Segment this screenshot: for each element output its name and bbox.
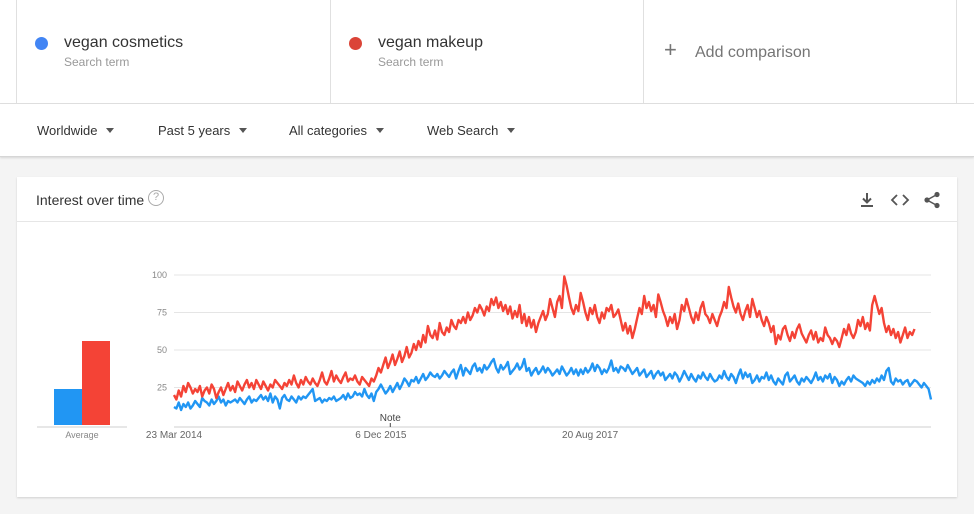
- y-tick-label: 100: [152, 270, 167, 280]
- series-color-dot: [349, 37, 362, 50]
- chart-grid: 100 75 50 25: [152, 270, 931, 428]
- region-value: Worldwide: [37, 123, 98, 138]
- term-card-vegan-cosmetics[interactable]: vegan cosmetics Search term: [16, 0, 330, 103]
- x-axis-labels: 23 Mar 2014 6 Dec 2015 20 Aug 2017 Note: [146, 413, 619, 441]
- chevron-down-icon: [239, 128, 248, 133]
- card-header: Interest over time ?: [17, 177, 957, 222]
- share-icon[interactable]: [922, 190, 942, 210]
- x-tick-label: 20 Aug 2017: [562, 430, 619, 441]
- search-terms-bar: vegan cosmetics Search term vegan makeup…: [0, 0, 974, 104]
- term-type: Search term: [378, 55, 444, 69]
- time-range-dropdown[interactable]: Past 5 years: [158, 123, 248, 138]
- average-bar-vegan-makeup: [82, 341, 110, 425]
- chevron-down-icon: [106, 128, 115, 133]
- average-bar-vegan-cosmetics: [54, 389, 82, 425]
- series-color-dot: [35, 37, 48, 50]
- search-property-value: Web Search: [427, 123, 499, 138]
- chevron-down-icon: [376, 128, 385, 133]
- plus-icon[interactable]: +: [664, 37, 677, 62]
- help-icon[interactable]: ?: [148, 190, 164, 206]
- category-value: All categories: [289, 123, 368, 138]
- search-property-dropdown[interactable]: Web Search: [427, 123, 516, 138]
- filter-bar: Worldwide Past 5 years All categories We…: [0, 104, 974, 157]
- time-range-value: Past 5 years: [158, 123, 231, 138]
- series-lines: [172, 275, 933, 412]
- category-dropdown[interactable]: All categories: [289, 123, 385, 138]
- term-type: Search term: [64, 55, 130, 69]
- embed-icon[interactable]: [890, 190, 910, 210]
- term-name[interactable]: vegan makeup: [378, 34, 483, 51]
- term-name[interactable]: vegan cosmetics: [64, 34, 184, 51]
- interest-over-time-card: Interest over time ? Average 100 75 50 25 2…: [17, 177, 957, 497]
- note-annotation[interactable]: Note: [380, 413, 402, 424]
- y-tick-label: 75: [157, 308, 167, 318]
- average-bars: Average: [37, 341, 127, 440]
- add-comparison-label[interactable]: Add comparison: [695, 44, 811, 61]
- x-tick-label: 6 Dec 2015: [355, 430, 407, 441]
- y-tick-label: 25: [157, 383, 167, 393]
- download-icon[interactable]: [857, 190, 877, 210]
- chevron-down-icon: [507, 128, 516, 133]
- region-dropdown[interactable]: Worldwide: [37, 123, 115, 138]
- series-line-vegan-makeup[interactable]: [172, 275, 916, 401]
- term-card-vegan-makeup[interactable]: vegan makeup Search term: [330, 0, 643, 103]
- x-tick-label: 23 Mar 2014: [146, 430, 203, 441]
- series-line-vegan-cosmetics[interactable]: [173, 357, 933, 412]
- average-label: Average: [65, 430, 98, 440]
- y-tick-label: 50: [157, 345, 167, 355]
- card-title: Interest over time: [36, 192, 145, 208]
- add-comparison-button[interactable]: [643, 0, 957, 103]
